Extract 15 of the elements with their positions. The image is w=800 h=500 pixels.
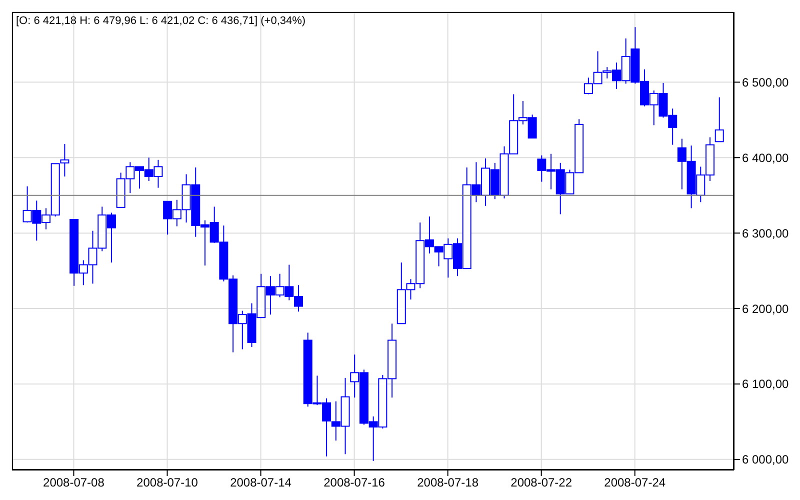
x-tick-label: 2008-07-16: [324, 476, 386, 490]
chart-title: [O: 6 421,18 H: 6 479,96 L: 6 421,02 C: 6 436,71] (+0,34%): [16, 15, 306, 27]
x-tick-label: 2008-07-08: [43, 476, 105, 490]
x-tick-label: 2008-07-14: [230, 476, 292, 490]
candlestick: [714, 96, 724, 142]
x-tick-label: 2008-07-18: [417, 476, 479, 490]
x-tick-label: 2008-07-22: [510, 476, 572, 490]
y-tick-label: 6 500,00: [742, 75, 790, 90]
y-tick-label: 6 000,00: [742, 452, 790, 467]
y-tick-label: 6 400,00: [742, 150, 790, 165]
y-tick-label: 6 200,00: [742, 302, 790, 316]
x-tick-label: 2008-07-24: [604, 476, 666, 490]
x-tick-label: 2008-07-10: [136, 476, 198, 490]
y-tick-label: 6 100,00: [742, 377, 790, 392]
y-tick-label: 6 300,00: [742, 226, 790, 240]
